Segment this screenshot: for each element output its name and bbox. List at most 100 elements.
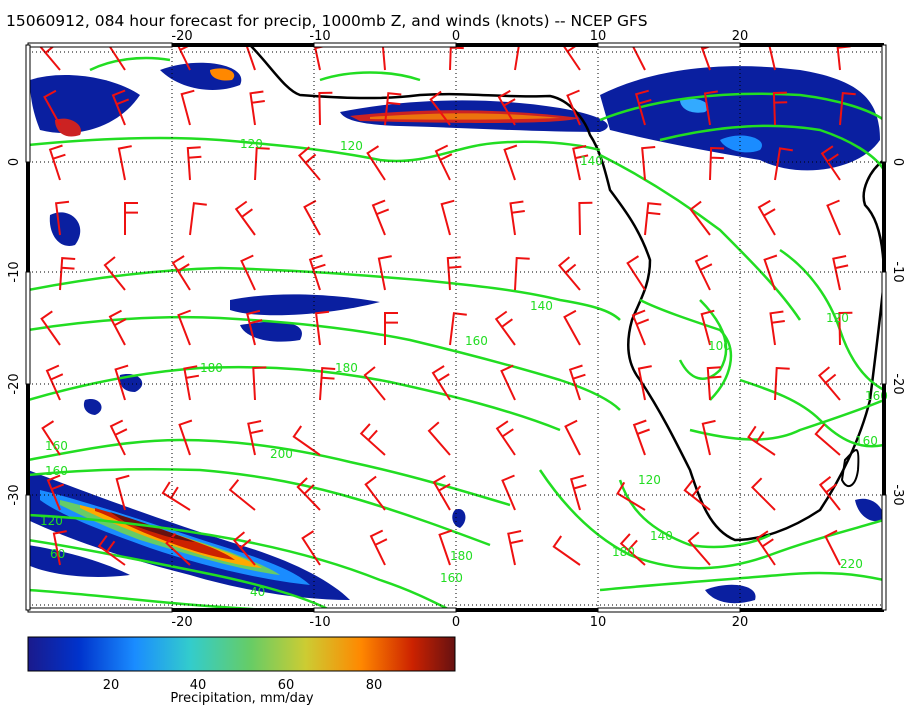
wind-barb [820,145,841,181]
wind-barb [429,90,451,126]
wind-barb [41,420,61,456]
wind-barb [687,531,711,566]
wind-barb [706,366,722,401]
wind-barb [228,479,256,511]
wind-barb [177,309,192,346]
wind-barb [115,474,130,511]
contour-label: 140 [530,299,553,313]
wind-barb [709,146,725,181]
wind-barb [384,312,398,345]
lon-label: 0 [452,615,460,630]
wind-barb [369,529,388,566]
colorbar-gradient [27,636,456,672]
wind-barb [578,201,593,236]
latitude-labels-left: 0 -10 -20 -30 [7,158,22,506]
map-title: 15060912, 084 hour forecast for precip, … [6,12,648,30]
wind-barb [40,310,61,346]
wind-barb [359,423,386,456]
contour-label: 180 [450,549,473,563]
wind-barb [431,365,451,401]
wind-barb [319,367,336,401]
wind-barb [434,144,453,181]
wind-barb [500,364,516,401]
wind-barb [509,200,525,236]
lon-label: 10 [590,29,607,44]
wind-barb [107,45,126,71]
contour-label: 140 [580,154,603,168]
wind-barb [43,89,61,126]
contour-label: 40 [250,585,265,599]
wind-barb [97,535,126,566]
lat-label: -10 [890,261,905,282]
wind-barb [814,423,841,456]
wind-barb [108,309,127,346]
wind-barb [563,309,581,346]
colorbar-tick: 80 [366,678,383,693]
wind-barb [700,309,715,346]
lon-label: 20 [732,615,749,630]
wind-barb [186,146,202,181]
wind-barb [103,256,126,291]
wind-barb [569,474,587,511]
wind-barb [432,474,451,511]
wind-barb [514,256,530,291]
latitude-labels-right: 0 -10 -20 -30 [890,158,905,506]
wind-barb [689,200,711,236]
wind-barb [232,531,256,566]
wind-barb [183,365,200,401]
lat-label: -20 [7,373,22,394]
contour-label: 120 [40,514,63,528]
contour-label: 60 [50,547,65,561]
frame-ruler [25,42,887,613]
contour-label: 180 [335,361,358,375]
wind-barb [318,91,333,126]
contour-label: 180 [200,361,223,375]
wind-barb [634,89,652,126]
wind-barb [449,45,464,71]
wind-barb [750,477,776,511]
contour-label: 160 [465,334,488,348]
wind-barb [507,530,524,566]
wind-barb [297,146,321,181]
precipitation-layer [28,62,884,604]
contour-label: 160 [855,434,878,448]
wind-barb [303,199,321,236]
wind-barb [757,199,776,236]
wind-barb [747,425,776,456]
wind-barb [701,419,716,456]
wind-barb [514,45,520,71]
wind-barb [161,481,191,511]
wind-barb [45,364,64,401]
wind-barb [363,366,386,401]
wind-barb [384,92,402,126]
contour-label: 120 [638,473,661,487]
lon-label: 0 [452,29,460,44]
lon-label: -20 [171,29,192,44]
wind-barb [48,144,66,181]
contour-label: 120 [340,139,363,153]
wind-barb [246,309,263,346]
lat-label: 0 [7,158,22,166]
wind-barb [301,530,321,566]
wind-barb [626,255,646,291]
wind-barb [245,45,256,71]
wind-barb [117,145,132,181]
wind-barb [54,200,70,236]
contour-label: 100 [708,339,731,353]
wind-barb [631,309,650,346]
wind-barb [503,144,518,181]
precip-colorbar: 20 40 60 80 Precipitation, mm/day [27,636,456,706]
wind-barb [566,89,581,126]
wind-barb [234,200,256,236]
wind-barb [52,530,67,566]
wind-barb [694,254,713,291]
wind-barb [381,45,386,71]
wind-barb [364,475,386,511]
wind-barb [637,365,652,401]
wind-barb [774,366,790,401]
lat-label: -30 [7,484,22,505]
wind-barb [366,145,386,181]
colorbar-label: Precipitation, mm/day [170,691,313,706]
colorbar-tick: 20 [103,678,120,693]
lon-label: -10 [309,615,330,630]
